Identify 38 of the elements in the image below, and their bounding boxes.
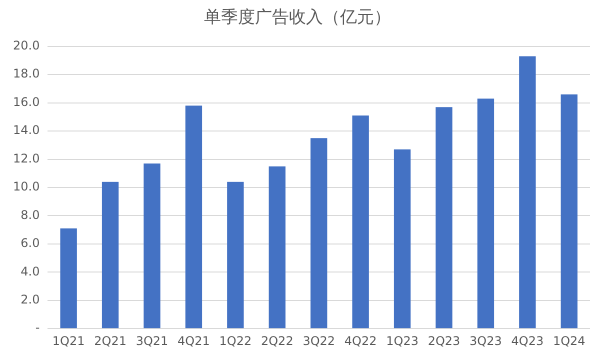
y-tick-label: 14.0 [13,123,40,138]
y-tick-label: 12.0 [13,151,40,166]
y-tick-label: 10.0 [13,180,40,194]
x-tick-label: 4Q21 [178,334,210,348]
x-tick-label: 2Q22 [260,334,294,348]
x-tick-label: 3Q23 [470,334,502,348]
bar [144,164,160,328]
y-tick-label: 20.0 [13,38,40,53]
bar [268,166,286,328]
x-tick-label: 1Q24 [552,334,586,348]
bar [560,94,578,328]
bar [477,98,494,328]
bar [102,182,119,328]
bar [436,107,452,328]
y-tick-label: 4.0 [20,264,40,278]
x-tick-label: 1Q23 [386,334,418,348]
y-tick-label: 18.0 [13,66,40,81]
y-tick-label: 2.0 [20,292,40,307]
x-tick-label: 3Q22 [302,334,336,348]
bar [60,228,77,328]
y-tick-label: - [35,320,40,335]
x-tick-label: 2Q23 [428,334,460,348]
bar [352,116,369,328]
x-tick-label: 2Q21 [94,334,126,348]
y-tick-label: 8.0 [20,208,40,222]
y-tick-label: 16.0 [13,94,40,109]
x-tick-label: 4Q22 [344,334,377,348]
y-tick-label: 6.0 [20,236,40,250]
bar [519,56,536,328]
bar [227,182,244,328]
x-tick-label: 1Q21 [52,334,85,348]
bar [394,149,411,328]
x-tick-label: 3Q21 [136,334,168,348]
bar [185,106,202,328]
x-tick-label: 1Q22 [219,334,252,348]
x-tick-label: 4Q23 [511,334,544,348]
chart-title: 单季度广告收入（亿元） [204,8,391,28]
bar [310,138,328,328]
